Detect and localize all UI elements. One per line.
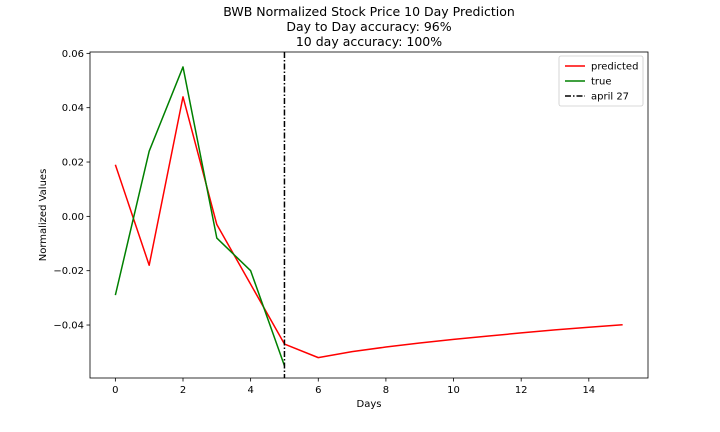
y-axis-ticks: −0.04 −0.02 0.00 0.02 0.04 0.06: [53, 49, 90, 332]
plot-content: [114, 52, 623, 378]
x-tick-label: 12: [515, 385, 528, 396]
y-tick-label: −0.02: [53, 266, 84, 277]
x-tick-label: 10: [447, 385, 460, 396]
legend-label-april-27: april 27: [591, 92, 629, 103]
x-tick-label: 14: [582, 385, 595, 396]
x-axis-ticks: 0 2 4 6 8 10 12 14: [112, 378, 595, 396]
chart-subtitle-1: Day to Day accuracy: 96%: [286, 19, 451, 34]
series-line-true: [114, 66, 286, 367]
chart-title: BWB Normalized Stock Price 10 Day Predic…: [223, 4, 515, 19]
x-tick-label: 8: [383, 385, 389, 396]
legend: predicted true april 27: [558, 55, 644, 107]
x-tick-label: 0: [112, 385, 118, 396]
x-tick-label: 6: [315, 385, 321, 396]
legend-box: [558, 55, 644, 107]
x-tick-label: 2: [180, 385, 186, 396]
y-tick-label: −0.04: [53, 321, 84, 332]
x-tick-label: 4: [247, 385, 253, 396]
plot-frame: [89, 51, 649, 379]
series-line-predicted: [114, 96, 623, 359]
legend-label-predicted: predicted: [591, 62, 638, 73]
legend-label-true: true: [591, 77, 612, 88]
y-axis-label: Normalized Values: [38, 169, 49, 262]
y-tick-label: 0.00: [62, 212, 84, 223]
y-tick-label: 0.02: [62, 158, 84, 169]
x-axis-label: Days: [357, 399, 382, 410]
y-tick-label: 0.04: [62, 103, 84, 114]
chart-subtitle-2: 10 day accuracy: 100%: [296, 34, 442, 49]
y-tick-label: 0.06: [62, 49, 84, 60]
